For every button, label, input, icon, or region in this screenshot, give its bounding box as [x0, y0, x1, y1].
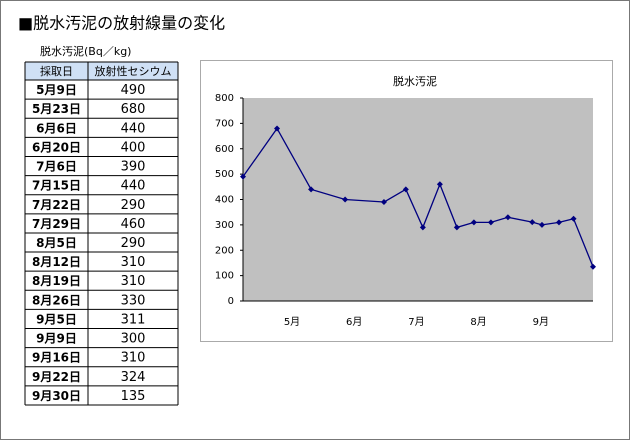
value-cell: 310	[121, 255, 146, 270]
value-cell: 311	[121, 312, 146, 327]
plot-area	[243, 98, 593, 301]
x-tick-label: 7月	[408, 316, 424, 328]
marker	[555, 219, 562, 226]
value-cell: 680	[121, 102, 146, 117]
marker	[308, 186, 315, 193]
column-header: 放射性セシウム	[95, 64, 172, 78]
date-cell: 9月30日	[32, 389, 81, 403]
date-cell: 9月9日	[36, 332, 77, 346]
marker	[504, 214, 511, 221]
marker	[487, 219, 494, 226]
date-cell: 7月22日	[32, 198, 81, 212]
value-cell: 400	[121, 140, 146, 155]
value-cell: 440	[121, 179, 146, 194]
value-cell: 390	[121, 160, 146, 175]
x-tick-label: 8月	[470, 316, 486, 328]
value-cell: 330	[121, 293, 146, 308]
marker	[436, 181, 443, 188]
y-tick-label: 300	[215, 220, 234, 231]
marker	[402, 186, 409, 193]
table-caption: 脱水汚泥(Bq／kg)	[40, 44, 131, 58]
value-cell: 324	[121, 370, 146, 385]
marker	[274, 125, 281, 132]
column-header: 採取日	[40, 64, 73, 78]
value-cell: 440	[121, 121, 146, 136]
date-cell: 8月26日	[32, 293, 81, 307]
date-cell: 5月9日	[36, 83, 77, 97]
page-title: ■脱水汚泥の放射線量の変化	[18, 14, 225, 33]
date-cell: 9月5日	[36, 312, 77, 326]
y-tick-label: 200	[215, 245, 234, 256]
date-cell: 9月22日	[32, 370, 81, 384]
date-cell: 7月29日	[32, 217, 81, 231]
y-tick-label: 100	[215, 271, 234, 282]
date-cell: 8月12日	[32, 255, 81, 269]
y-tick-label: 0	[228, 296, 234, 307]
value-cell: 310	[121, 351, 146, 366]
value-cell: 490	[121, 83, 146, 98]
y-tick-label: 600	[215, 144, 234, 155]
marker	[453, 224, 460, 231]
date-cell: 8月19日	[32, 274, 81, 288]
chart-title: 脱水汚泥	[393, 74, 437, 88]
marker	[590, 263, 596, 270]
marker	[419, 224, 426, 231]
date-cell: 6月20日	[32, 140, 81, 154]
date-cell: 7月15日	[32, 179, 81, 193]
date-cell: 8月5日	[36, 236, 77, 250]
y-tick-label: 800	[215, 93, 234, 104]
value-cell: 135	[121, 389, 146, 404]
date-cell: 9月16日	[32, 351, 81, 365]
marker	[529, 219, 536, 226]
marker	[342, 196, 349, 203]
value-cell: 290	[121, 198, 146, 213]
y-tick-label: 700	[215, 118, 234, 129]
date-cell: 7月6日	[36, 160, 77, 174]
x-tick-label: 9月	[533, 316, 549, 328]
x-tick-label: 5月	[284, 316, 300, 328]
value-cell: 290	[121, 236, 146, 251]
y-tick-label: 400	[215, 195, 234, 206]
x-tick-label: 6月	[346, 316, 362, 328]
marker	[570, 215, 577, 222]
table-header-bg	[25, 62, 178, 80]
value-cell: 310	[121, 274, 146, 289]
value-cell: 460	[121, 217, 146, 232]
marker	[470, 219, 477, 226]
value-cell: 300	[121, 332, 146, 347]
date-cell: 6月6日	[36, 121, 77, 135]
y-tick-label: 500	[215, 169, 234, 180]
date-cell: 5月23日	[32, 102, 81, 116]
marker	[380, 199, 387, 206]
marker	[538, 221, 545, 228]
marker	[240, 173, 246, 180]
